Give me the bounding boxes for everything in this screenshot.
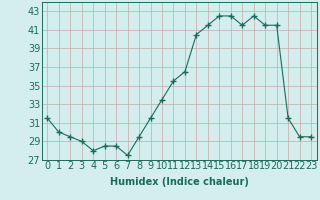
X-axis label: Humidex (Indice chaleur): Humidex (Indice chaleur) bbox=[110, 177, 249, 187]
